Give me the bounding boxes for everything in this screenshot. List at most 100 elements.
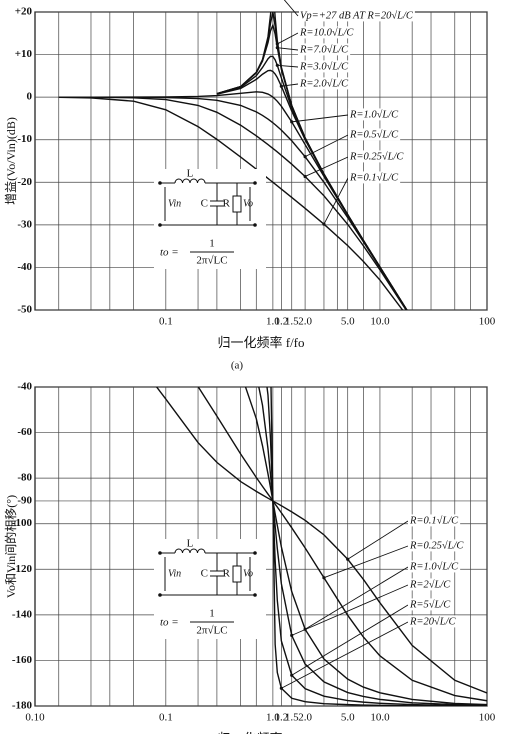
- leader-line: [304, 134, 349, 158]
- label-bg: [408, 598, 453, 611]
- inset-formula: 2π√LC: [196, 625, 227, 637]
- y-tick-label: -40: [17, 381, 32, 393]
- curve: [258, 387, 487, 706]
- inset-label: C: [201, 568, 208, 580]
- curve: [244, 387, 487, 706]
- inset-terminal: [253, 181, 257, 185]
- series-label: R=0.5√L/C: [349, 128, 399, 140]
- x-tick-label: 2.0: [298, 712, 312, 724]
- leader-arrow: [322, 576, 326, 580]
- leader-line: [277, 32, 299, 45]
- y-tick-label: -140: [12, 608, 33, 620]
- leader-line: [304, 566, 409, 630]
- inset-label: R: [223, 198, 231, 210]
- leader-line: [323, 177, 349, 225]
- curve: [197, 387, 487, 702]
- x-start-label: 0.10: [25, 712, 45, 724]
- label-bg: [408, 615, 458, 628]
- series-label: R=3.0√L/C: [299, 60, 349, 72]
- leader-arrow: [275, 46, 279, 50]
- curves: [155, 387, 487, 706]
- y-tick-label: -90: [17, 494, 32, 506]
- curve: [58, 91, 408, 310]
- y-tick-label: +20: [15, 6, 33, 18]
- leader-line: [323, 545, 409, 579]
- inset-label: L: [187, 538, 194, 550]
- series-label: R=0.25√L/C: [349, 150, 404, 162]
- x-tick-label: 10.0: [370, 712, 390, 724]
- series-label: R=7.0√L/C: [299, 43, 349, 55]
- inset-terminal: [253, 551, 257, 555]
- x-tick-label: 1.0: [266, 712, 280, 724]
- leader-arrow: [279, 686, 283, 690]
- inset-terminal: [158, 181, 162, 185]
- x-tick-label: 1.0: [266, 316, 280, 328]
- label-bg: [299, 9, 415, 22]
- y-tick-label: -10: [17, 133, 32, 145]
- leader-arrow: [279, 84, 283, 88]
- curve: [266, 387, 487, 706]
- leader-arrow: [303, 174, 307, 179]
- inset-formula: 2π√LC: [196, 255, 227, 267]
- inset-wire: [160, 182, 255, 226]
- leader-line: [283, 0, 299, 17]
- y-tick-label: 0: [27, 91, 33, 103]
- series-label: R=20√L/C: [409, 615, 457, 627]
- curve: [58, 96, 404, 310]
- inset-wire: [174, 548, 206, 554]
- series-label: R=5√L/C: [409, 598, 451, 610]
- inset-label: R: [223, 568, 231, 580]
- y-tick-label: -30: [17, 218, 32, 230]
- curve: [270, 387, 487, 706]
- inset-label: C: [201, 198, 208, 210]
- label-bg: [298, 60, 351, 73]
- x-tick-label: 1.5: [285, 712, 299, 724]
- inset-resistor: [232, 565, 242, 583]
- label-bg: [298, 43, 351, 56]
- y-axis-label: Vo和Vin间的相移(°): [3, 495, 18, 598]
- y-tick-label: -120: [12, 563, 33, 575]
- series-label: R=10.0√L/C: [299, 26, 354, 38]
- inset-terminal: [158, 223, 162, 227]
- label-bg: [408, 560, 461, 573]
- curve: [58, 96, 408, 310]
- label-bg: [348, 171, 401, 184]
- y-tick-label: -80: [17, 472, 32, 484]
- series-label: R=0.1√L/C: [349, 171, 399, 183]
- inset-label: Vin: [168, 568, 181, 579]
- leader-line: [281, 83, 299, 87]
- y-tick-label: -160: [12, 654, 33, 666]
- y-tick-label: -60: [17, 426, 32, 438]
- y-tick-label: -50: [17, 304, 32, 316]
- inset-wire: [164, 187, 251, 221]
- x-tick-label: 100: [479, 316, 496, 328]
- series-label: R=1.0√L/C: [409, 560, 459, 572]
- leader-arrow: [303, 155, 307, 159]
- inset-wire: [210, 553, 224, 595]
- x-tick-label: 1.5: [285, 316, 299, 328]
- curve: [155, 387, 487, 694]
- inset-wire: [160, 552, 255, 596]
- leader-line: [347, 520, 409, 560]
- x-tick-label: 2.0: [298, 316, 312, 328]
- label-bg: [298, 26, 356, 39]
- x-tick-label: 5.0: [341, 712, 355, 724]
- label-bg: [408, 514, 461, 527]
- x-tick-label: 100: [479, 712, 496, 724]
- label-bg: [408, 539, 466, 552]
- inset-terminal: [253, 223, 257, 227]
- inset-wire: [210, 183, 224, 225]
- inset-wire: [164, 557, 251, 591]
- inset-formula: 1: [209, 608, 215, 620]
- x-tick-label: 1.2: [274, 712, 288, 724]
- inset-wire: [174, 178, 206, 184]
- leader-arrow: [322, 222, 326, 226]
- leader-line: [291, 604, 409, 676]
- series-label: R=2√L/C: [409, 578, 451, 590]
- inset-terminal: [158, 551, 162, 555]
- leader-arrow: [275, 42, 279, 46]
- inset-terminal: [158, 593, 162, 597]
- leader-line: [281, 621, 409, 689]
- y-tick-label: -180: [12, 700, 33, 712]
